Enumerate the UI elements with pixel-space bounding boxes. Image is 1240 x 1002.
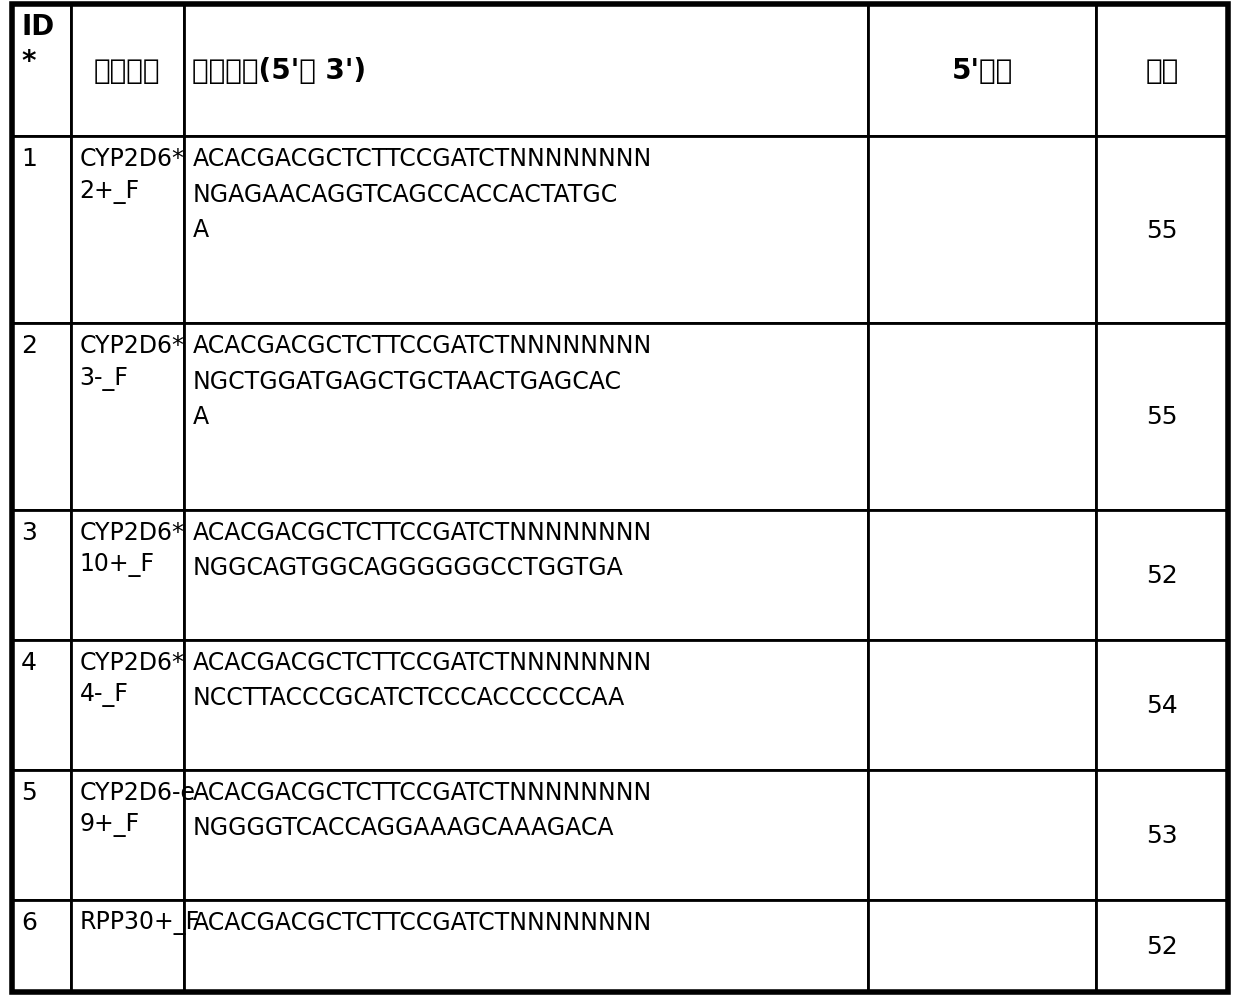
Text: 55: 55 [1146,218,1178,242]
Bar [1096,770,1228,900]
Bar [71,510,184,640]
Text: 55: 55 [1146,405,1178,429]
Bar [184,640,868,770]
Text: ID
*: ID * [21,13,55,75]
Text: 长度: 长度 [1146,57,1178,85]
Bar [184,900,868,992]
Bar [71,324,184,510]
Bar [184,770,868,900]
Text: 4: 4 [21,650,37,674]
Text: 引物序列(5'至 3'): 引物序列(5'至 3') [192,57,367,85]
Text: CYP2D6-e
9+_F: CYP2D6-e 9+_F [79,780,196,837]
Bar [1096,137,1228,324]
Bar [184,137,868,324]
Text: 1: 1 [21,147,37,171]
Bar [12,510,71,640]
Bar [71,640,184,770]
Bar [184,510,868,640]
Bar [1096,510,1228,640]
Text: 5: 5 [21,780,37,804]
Bar [868,137,1096,324]
Text: ACACGACGCTCTTCCGATCTNNNNNNNN
NGAGAACAGGTCAGCCACCACTATGC
A: ACACGACGCTCTTCCGATCTNNNNNNNN NGAGAACAGGT… [192,147,652,241]
Bar [184,5,868,137]
Text: ACACGACGCTCTTCCGATCTNNNNNNNN: ACACGACGCTCTTCCGATCTNNNNNNNN [192,910,652,934]
Bar [184,324,868,510]
Text: 2: 2 [21,334,37,358]
Bar [71,770,184,900]
Text: CYP2D6*
2+_F: CYP2D6* 2+_F [79,147,185,203]
Text: 引物名称: 引物名称 [94,57,160,85]
Bar [12,5,71,137]
Bar [71,137,184,324]
Bar [868,324,1096,510]
Bar [868,640,1096,770]
Text: 6: 6 [21,910,37,934]
Bar [1096,900,1228,992]
Text: CYP2D6*
10+_F: CYP2D6* 10+_F [79,520,185,577]
Bar [71,900,184,992]
Bar [12,137,71,324]
Text: 53: 53 [1146,823,1178,847]
Bar [1096,324,1228,510]
Bar [1096,5,1228,137]
Text: RPP30+_F: RPP30+_F [79,910,200,934]
Text: CYP2D6*
3-_F: CYP2D6* 3-_F [79,334,185,391]
Text: 52: 52 [1146,934,1178,958]
Text: ACACGACGCTCTTCCGATCTNNNNNNNN
NCCTTACCCGCATCTCCCACCCCCCAA: ACACGACGCTCTTCCGATCTNNNNNNNN NCCTTACCCGC… [192,650,652,709]
Text: 54: 54 [1146,693,1178,717]
Bar [868,5,1096,137]
Bar [868,900,1096,992]
Bar [868,510,1096,640]
Bar [12,770,71,900]
Bar [12,640,71,770]
Bar [1096,640,1228,770]
Bar [868,770,1096,900]
Text: ACACGACGCTCTTCCGATCTNNNNNNNN
NGGCAGTGGCAGGGGGGCCTGGTGA: ACACGACGCTCTTCCGATCTNNNNNNNN NGGCAGTGGCA… [192,520,652,580]
Text: 5'修饰: 5'修饰 [951,57,1013,85]
Text: ACACGACGCTCTTCCGATCTNNNNNNNN
NGGGGTCACCAGGAAAGCAAAGACA: ACACGACGCTCTTCCGATCTNNNNNNNN NGGGGTCACCA… [192,780,652,840]
Text: 52: 52 [1146,563,1178,587]
Text: ACACGACGCTCTTCCGATCTNNNNNNNN
NGCTGGATGAGCTGCTAACTGAGCAC
A: ACACGACGCTCTTCCGATCTNNNNNNNN NGCTGGATGAG… [192,334,652,429]
Bar [12,324,71,510]
Text: CYP2D6*
4-_F: CYP2D6* 4-_F [79,650,185,706]
Bar [12,900,71,992]
Text: 3: 3 [21,520,37,544]
Bar [71,5,184,137]
